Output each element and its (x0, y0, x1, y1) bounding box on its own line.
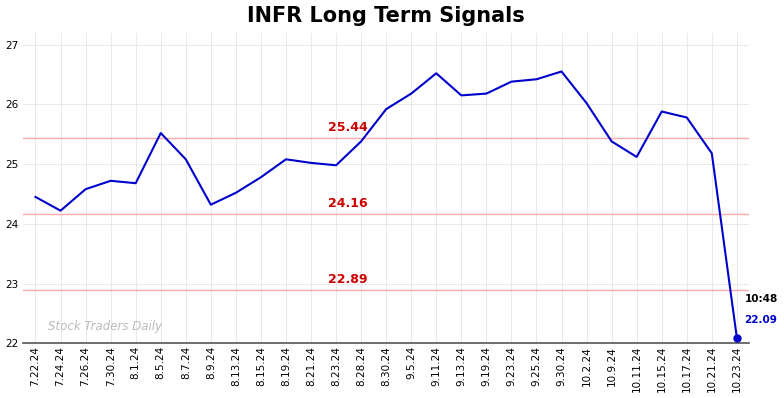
Text: 10:48: 10:48 (744, 294, 778, 304)
Text: 22.89: 22.89 (328, 273, 368, 286)
Text: 22.09: 22.09 (744, 315, 777, 325)
Text: 24.16: 24.16 (328, 197, 368, 210)
Title: INFR Long Term Signals: INFR Long Term Signals (247, 6, 525, 25)
Point (731, 335, 743, 341)
Text: 25.44: 25.44 (328, 121, 368, 134)
Text: Stock Traders Daily: Stock Traders Daily (48, 320, 162, 333)
